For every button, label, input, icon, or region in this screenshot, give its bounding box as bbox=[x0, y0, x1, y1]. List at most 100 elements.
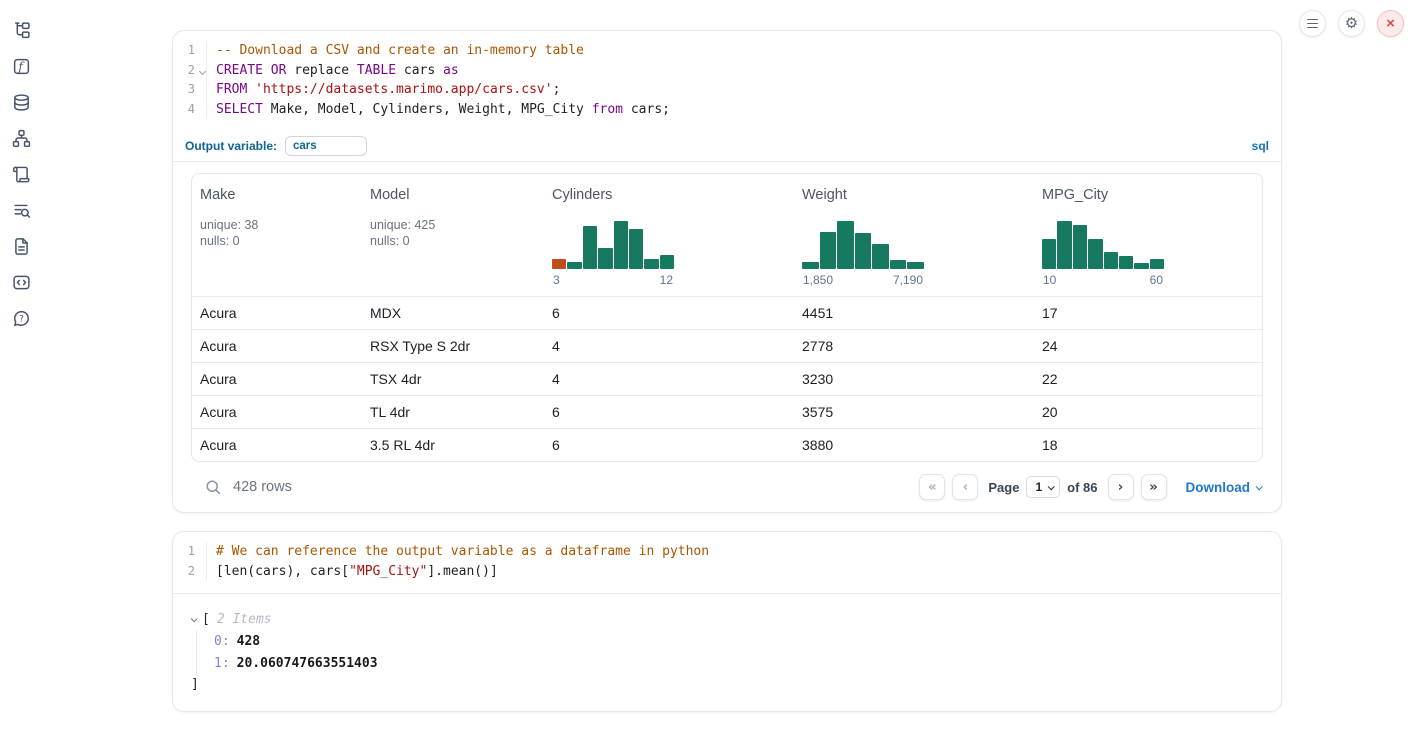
table-cell: 22 bbox=[1034, 371, 1262, 387]
table-cell: 6 bbox=[544, 305, 794, 321]
column-header[interactable]: Makeunique: 38nulls: 0 bbox=[192, 186, 362, 287]
svg-text:?: ? bbox=[19, 314, 24, 324]
download-menu[interactable]: Download bbox=[1186, 480, 1262, 495]
notebook-menu-button[interactable] bbox=[1299, 10, 1326, 37]
chevron-down-icon bbox=[1048, 483, 1055, 490]
last-page-button[interactable]: » bbox=[1141, 474, 1167, 500]
table-cell: 3.5 RL 4dr bbox=[362, 437, 544, 453]
sidebar-item-scratchpad-search[interactable] bbox=[8, 198, 34, 222]
scroll-icon bbox=[12, 165, 31, 184]
table-row[interactable]: AcuraTL 4dr6357520 bbox=[192, 395, 1262, 428]
shutdown-button[interactable]: × bbox=[1377, 10, 1404, 37]
code-line[interactable]: 1-- Download a CSV and create an in-memo… bbox=[173, 41, 1281, 61]
column-header[interactable]: Model unique: 425nulls: 0 bbox=[362, 186, 544, 287]
search-icon[interactable] bbox=[205, 479, 222, 496]
collapse-chevron-icon[interactable] bbox=[191, 615, 198, 622]
code-line[interactable]: 1# We can reference the output variable … bbox=[173, 542, 1281, 562]
hist-bar bbox=[583, 226, 597, 269]
hist-bar bbox=[552, 259, 566, 269]
column-header[interactable]: Weight 1,850 7,190 bbox=[794, 186, 1034, 287]
code-line[interactable]: 4SELECT Make, Model, Cylinders, Weight, … bbox=[173, 100, 1281, 120]
open-bracket: [ bbox=[202, 612, 210, 627]
sidebar-item-functions[interactable]: f bbox=[8, 54, 34, 78]
hist-bar bbox=[567, 262, 581, 269]
sidebar-item-documentation[interactable] bbox=[8, 234, 34, 258]
table-cell: TL 4dr bbox=[362, 404, 544, 420]
code-snippet-icon bbox=[12, 273, 31, 292]
table-cell: 3880 bbox=[794, 437, 1034, 453]
column-header[interactable]: MPG_City1060 bbox=[1034, 186, 1262, 287]
sidebar-item-dependency-graph[interactable] bbox=[8, 126, 34, 150]
tree-items: 0: 428 1:20.060747663551403 bbox=[196, 630, 1263, 675]
table-cell: 4451 bbox=[794, 305, 1034, 321]
table-cell: 17 bbox=[1034, 305, 1262, 321]
items-count-label: 2 Items bbox=[217, 612, 272, 627]
tree-entry-index: 0: bbox=[214, 634, 230, 649]
page-select[interactable]: 1 bbox=[1026, 476, 1060, 498]
chevron-down-icon bbox=[1256, 483, 1263, 490]
python-code-editor[interactable]: 1# We can reference the output variable … bbox=[173, 532, 1281, 593]
column-stats: unique: 425nulls: 0 bbox=[370, 217, 536, 249]
settings-button[interactable]: ⚙ bbox=[1338, 10, 1365, 37]
hist-bar bbox=[872, 244, 889, 269]
sitemap-icon bbox=[12, 129, 31, 148]
gear-icon: ⚙ bbox=[1345, 16, 1358, 31]
hist-bar bbox=[890, 260, 907, 269]
tree-entry: 1:20.060747663551403 bbox=[214, 653, 1263, 676]
column-title: MPG_City bbox=[1042, 186, 1254, 204]
table-cell: 4 bbox=[544, 338, 794, 354]
code-text: # We can reference the output variable a… bbox=[207, 542, 709, 562]
table-row[interactable]: Acura3.5 RL 4dr6388018 bbox=[192, 428, 1262, 461]
table-cell: Acura bbox=[192, 437, 362, 453]
sidebar-item-logs[interactable] bbox=[8, 162, 34, 186]
fold-chevron-icon[interactable] bbox=[199, 67, 206, 74]
hist-bar bbox=[820, 232, 837, 269]
column-title: Weight bbox=[802, 186, 1026, 204]
page-total-label: of 86 bbox=[1067, 480, 1097, 495]
hist-bar bbox=[802, 262, 819, 269]
tree-entry-value: 428 bbox=[237, 634, 260, 649]
table-row[interactable]: AcuraTSX 4dr4323022 bbox=[192, 362, 1262, 395]
column-header[interactable]: Cylinders312 bbox=[544, 186, 794, 287]
sql-output-zone: Makeunique: 38nulls: 0 Model unique: 425nu… bbox=[173, 162, 1281, 500]
code-text: FROM 'https://datasets.marimo.app/cars.c… bbox=[207, 80, 560, 100]
table-cell: 3575 bbox=[794, 404, 1034, 420]
table-row[interactable]: AcuraMDX6445117 bbox=[192, 296, 1262, 329]
hist-min-label: 1,850 bbox=[803, 273, 833, 287]
code-line[interactable]: 2CREATE OR replace TABLE cars as bbox=[173, 61, 1281, 81]
column-title: Model bbox=[370, 186, 536, 204]
help-icon: ? bbox=[12, 309, 31, 328]
code-line[interactable]: 2[len(cars), cars["MPG_City"].mean()] bbox=[173, 562, 1281, 582]
table-cell: 3230 bbox=[794, 371, 1034, 387]
hist-max-label: 7,190 bbox=[893, 273, 923, 287]
output-variable-input[interactable] bbox=[285, 136, 367, 156]
sidebar-item-file-tree[interactable] bbox=[8, 18, 34, 42]
line-number: 1 bbox=[173, 41, 207, 61]
sidebar-item-help[interactable]: ? bbox=[8, 306, 34, 330]
sql-code-editor[interactable]: 1-- Download a CSV and create an in-memo… bbox=[173, 31, 1281, 131]
code-text: [len(cars), cars["MPG_City"].mean()] bbox=[207, 562, 498, 582]
hist-bar bbox=[629, 229, 643, 269]
svg-text:f: f bbox=[17, 59, 25, 73]
output-variable-row: Output variable: sql bbox=[173, 131, 1281, 161]
tree-entry: 0: 428 bbox=[214, 630, 1263, 653]
python-output-tree: [ 2 Items 0: 428 1:20.060747663551403 ] bbox=[173, 594, 1281, 695]
column-histogram: 312 bbox=[552, 219, 674, 287]
sidebar-item-snippets[interactable] bbox=[8, 270, 34, 294]
code-line[interactable]: 3FROM 'https://datasets.marimo.app/cars.… bbox=[173, 80, 1281, 100]
line-number: 2 bbox=[173, 61, 207, 81]
hist-min-label: 10 bbox=[1043, 273, 1056, 287]
table-cell: 6 bbox=[544, 437, 794, 453]
line-number: 1 bbox=[173, 542, 207, 562]
table-cell: Acura bbox=[192, 338, 362, 354]
sql-cell: 1-- Download a CSV and create an in-memo… bbox=[172, 30, 1282, 513]
first-page-button[interactable]: « bbox=[919, 474, 945, 500]
previous-page-button[interactable]: ‹ bbox=[952, 474, 978, 500]
table-row[interactable]: AcuraRSX Type S 2dr4277824 bbox=[192, 329, 1262, 362]
close-bracket: ] bbox=[191, 675, 1263, 695]
table-cell: 20 bbox=[1034, 404, 1262, 420]
hist-bar bbox=[1134, 263, 1148, 269]
next-page-button[interactable]: › bbox=[1108, 474, 1134, 500]
sidebar-item-datasources[interactable] bbox=[8, 90, 34, 114]
table-cell: 4 bbox=[544, 371, 794, 387]
